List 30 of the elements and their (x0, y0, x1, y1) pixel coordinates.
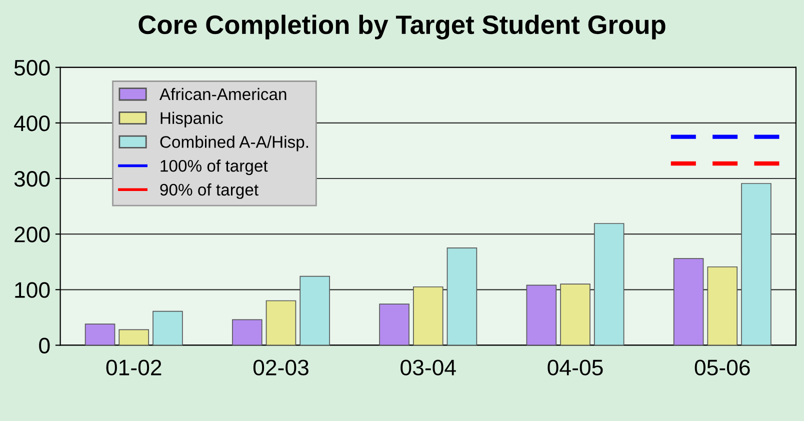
legend-label: Combined A-A/Hisp. (160, 136, 308, 152)
y-tick-label: 500 (14, 60, 50, 76)
bar (84, 324, 116, 346)
bar (266, 300, 296, 346)
bar (118, 329, 149, 346)
x-tick-label: 02-03 (253, 360, 308, 376)
x-tick-label: 05-06 (694, 360, 750, 376)
legend-label: African-American (159, 88, 286, 100)
x-tick-label: 01-02 (106, 360, 162, 376)
bar (446, 248, 478, 346)
x-tick-label: 03-04 (400, 360, 456, 376)
y-tick-label: 200 (14, 226, 50, 242)
legend-label: 90% of target (160, 183, 258, 199)
bar (594, 223, 624, 346)
bar (379, 304, 410, 346)
chart-title: Core Completion by Target Student Group (138, 14, 666, 40)
x-tick-label: 04-05 (548, 360, 603, 376)
bar (412, 286, 444, 346)
y-tick-label: 400 (14, 115, 50, 132)
bar (741, 183, 772, 346)
bar (707, 266, 738, 346)
bar (232, 319, 262, 346)
legend-label: Hispanic (160, 112, 223, 128)
y-tick-label: 300 (14, 171, 50, 187)
y-tick-label: 0 (39, 338, 50, 354)
y-tick-label: 100 (15, 282, 50, 298)
legend-label: 100% of target (160, 160, 268, 176)
bar (300, 276, 330, 346)
bar (152, 310, 183, 346)
bar (673, 258, 704, 346)
